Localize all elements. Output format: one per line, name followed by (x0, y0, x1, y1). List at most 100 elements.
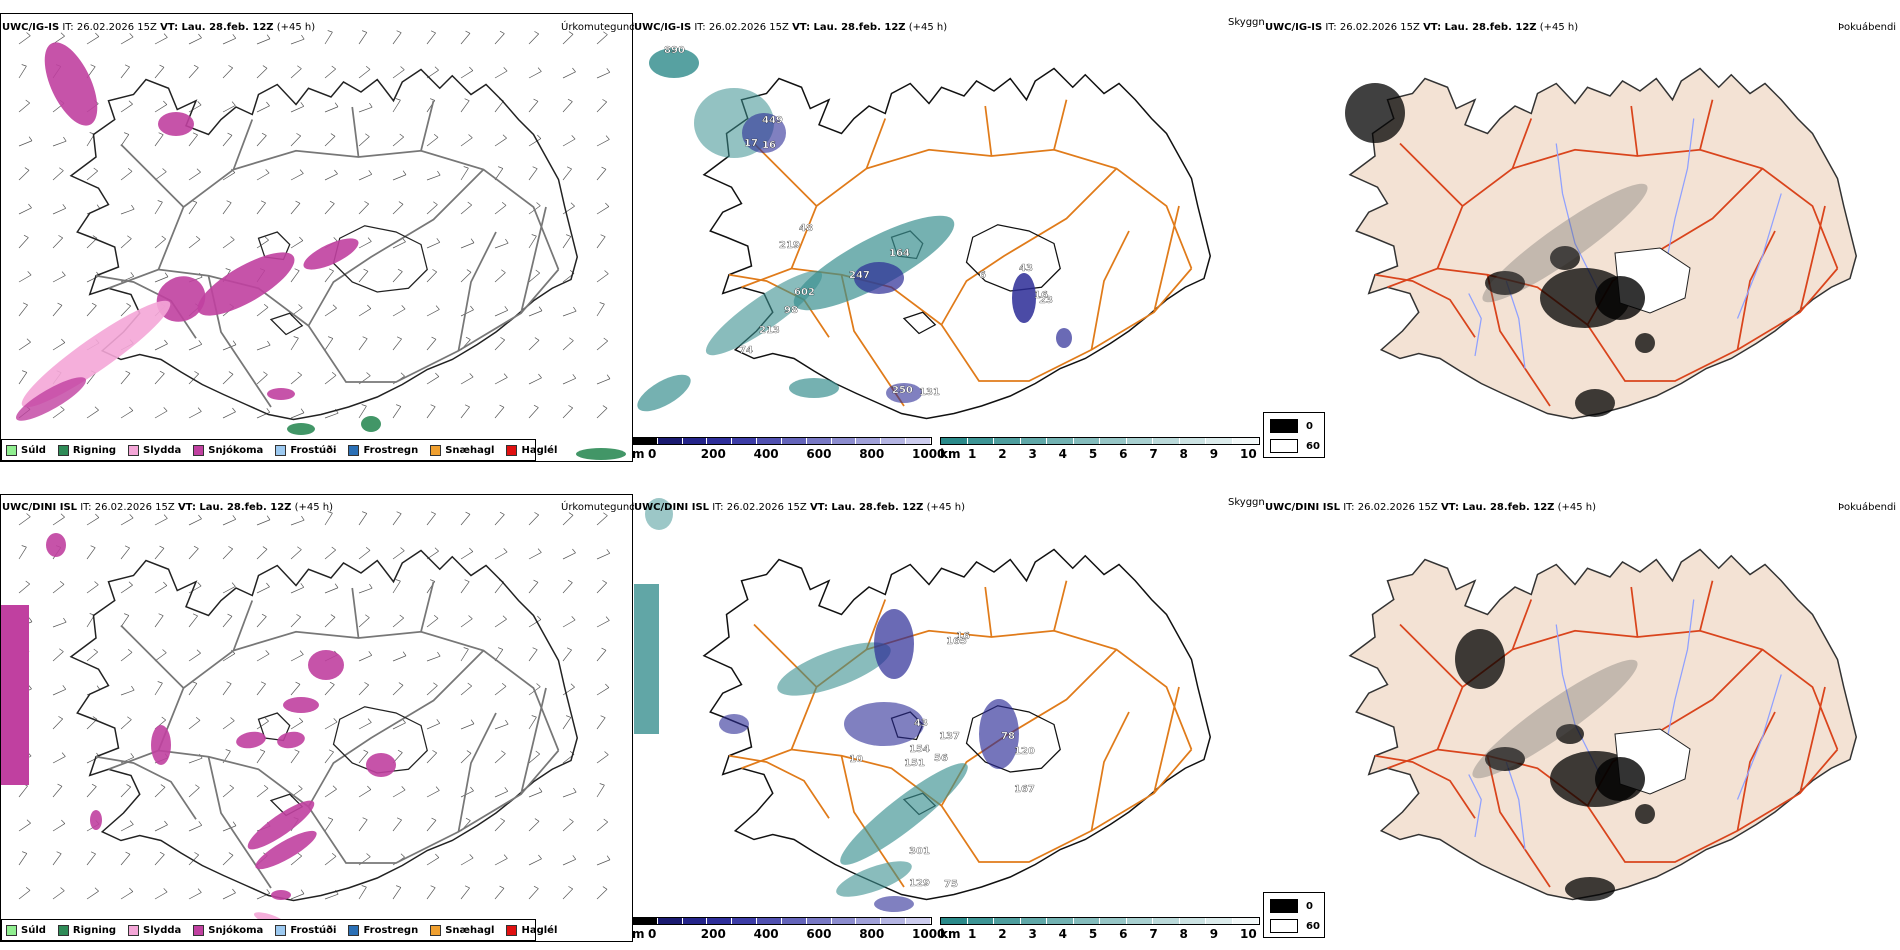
colorbar-tick-label: 6 (1119, 447, 1128, 461)
legend-label: Haglél (521, 444, 558, 456)
wind-barb-flag (470, 238, 475, 243)
wind-barb-flag (468, 615, 473, 620)
wind-barb-flag (397, 268, 403, 272)
low-cloud-area (874, 896, 914, 912)
wind-barb (86, 238, 98, 249)
wind-barb (562, 377, 576, 385)
wind-barb (460, 272, 472, 283)
wind-barb (222, 518, 236, 526)
wind-barb-flag (568, 31, 574, 35)
wind-barb (290, 412, 305, 419)
wind-barb (596, 408, 608, 419)
wind-barb (596, 340, 608, 351)
snow-area (44, 42, 98, 126)
wind-barb (52, 718, 63, 730)
wind-barb-flag (566, 166, 572, 170)
cloud-key-label: 0 (1306, 900, 1313, 912)
wind-barb (256, 519, 271, 526)
legend-swatch (506, 924, 518, 936)
wind-barb (256, 683, 266, 696)
wind-barb-flag (196, 168, 201, 173)
wind-barb (120, 171, 133, 181)
wind-barb-flag (400, 853, 405, 858)
wind-barb (392, 513, 402, 526)
wind-barb-flag (470, 719, 475, 724)
wind-barb-flag (365, 65, 371, 70)
wind-barb-flag (95, 513, 100, 518)
wind-barb (392, 241, 406, 249)
snow-area (46, 533, 66, 557)
wind-barb-flag (25, 580, 30, 585)
wind-barb (120, 238, 132, 249)
wind-barb-flag (60, 513, 65, 518)
coastline (69, 68, 579, 421)
wind-barb (528, 407, 539, 419)
wind-barb-flag (402, 651, 407, 656)
wind-barb-flag (537, 548, 542, 553)
wind-barb (222, 683, 232, 696)
wind-barb-flag (299, 169, 304, 174)
road-line (865, 118, 887, 169)
wind-barb (188, 37, 202, 45)
wind-barb (392, 580, 401, 594)
wind-barb-flag (433, 682, 438, 686)
wind-barb-flag (566, 647, 572, 651)
wind-barb-flag (127, 167, 133, 172)
wind-barb (154, 518, 168, 526)
wind-barb-flag (59, 167, 64, 171)
wind-barb-flag (163, 407, 168, 412)
wind-barb (562, 310, 577, 317)
wind-barb-flag (531, 234, 537, 237)
wind-barb (494, 70, 508, 79)
legend-label: Snæhagl (445, 924, 495, 936)
wind-barb-flag (605, 616, 610, 621)
wind-barb (290, 374, 302, 385)
road-line (1699, 580, 1714, 631)
colorbar-segment (682, 438, 708, 444)
river-line (1468, 774, 1482, 838)
wind-barb-flag (127, 716, 132, 720)
colorbar-tick-label: 7 (1149, 927, 1158, 941)
fog-dense-area (1635, 333, 1655, 353)
wind-barb (154, 343, 168, 351)
fog-dense-area (1550, 246, 1580, 270)
wind-barb-flag (396, 511, 402, 514)
wind-barb (528, 791, 543, 798)
wind-barb-flag (331, 852, 337, 857)
wind-barb-flag (396, 885, 401, 888)
wind-barb (596, 515, 608, 526)
cloud-key-row2: 0 60 (1263, 892, 1325, 938)
wind-barb-flag (266, 582, 270, 588)
wind-barb (562, 552, 576, 560)
colorbar-segment (1179, 918, 1206, 924)
wind-barb (324, 587, 339, 594)
wind-barb (596, 236, 606, 249)
colorbar-segment (831, 918, 857, 924)
low-cloud-area (1012, 273, 1036, 323)
wind-barb-flag (606, 68, 611, 73)
colorbar-tick-label: 5 (1088, 447, 1098, 461)
legend-item: Frostregn (348, 444, 418, 456)
wind-barb (528, 619, 542, 628)
wind-barb-flag (569, 337, 574, 341)
road-line (741, 748, 1193, 863)
wind-barb-flag (26, 819, 31, 824)
wind-barb-flag (399, 133, 404, 138)
snow-area (158, 112, 194, 136)
wind-barb (18, 822, 31, 832)
wind-barb-flag (163, 33, 168, 38)
wind-barb (528, 272, 540, 283)
wind-barb-flag (537, 67, 542, 72)
wind-barb (188, 104, 202, 113)
wind-barb (86, 517, 100, 526)
low-cloud-area (719, 714, 749, 734)
visibility-label: 129 (909, 878, 930, 889)
wind-barb-flag (296, 614, 301, 618)
wind-barb (562, 138, 576, 147)
legend-label: Snjókoma (208, 924, 264, 936)
colorbar-unit: km (940, 927, 961, 941)
wind-barb (120, 689, 135, 696)
wind-barb-flag (566, 234, 571, 237)
wind-barb (120, 36, 134, 45)
road-line (1153, 205, 1180, 313)
